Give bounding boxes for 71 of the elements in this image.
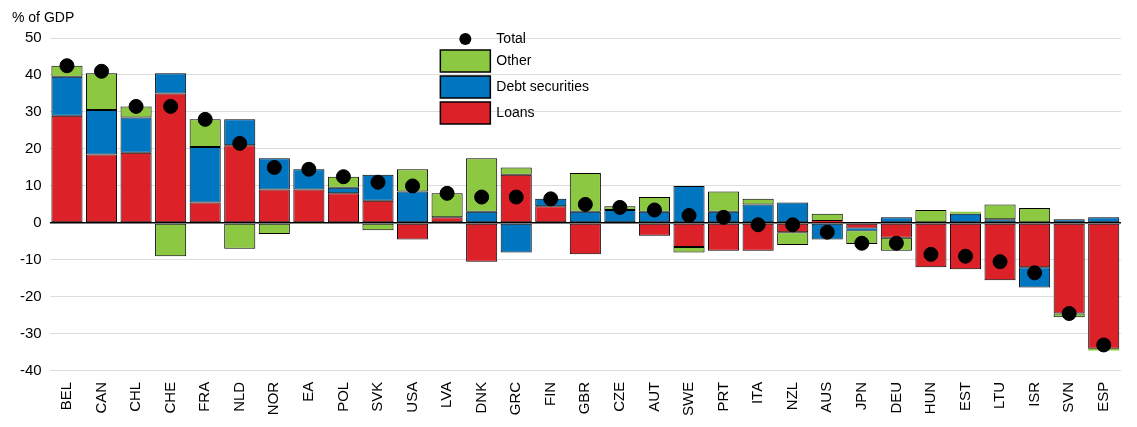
point: [646, 202, 662, 218]
x-tick-label: NZL: [782, 381, 800, 411]
point: [888, 235, 904, 251]
legend-label: Total: [496, 29, 526, 46]
x-tick-label: AUS: [817, 381, 835, 413]
point: [957, 248, 973, 264]
x-tick-label: HUN: [921, 381, 939, 415]
x-tick-label: DEU: [886, 381, 904, 414]
y-tick-label: 0: [33, 213, 42, 231]
x-tick-label: SVN: [1059, 381, 1077, 413]
x-tick-label: SWE: [679, 381, 697, 416]
point: [128, 98, 144, 114]
x-tick-label: ISR: [1024, 381, 1042, 407]
y-tick-label: 10: [24, 176, 42, 194]
point: [681, 208, 697, 224]
point: [59, 58, 75, 74]
x-tick-label: PRT: [713, 381, 731, 412]
y-tick-label: 30: [24, 102, 42, 120]
x-tick-label: CAN: [91, 381, 109, 414]
point: [543, 191, 559, 207]
x-tick-label: USA: [402, 381, 420, 413]
y-tick-label: -30: [19, 323, 42, 341]
point: [439, 185, 455, 201]
point: [232, 135, 248, 151]
point: [1061, 306, 1077, 322]
point: [577, 196, 593, 212]
point: [197, 111, 213, 127]
point: [612, 199, 628, 215]
x-tick-label: FRA: [195, 381, 213, 412]
x-tick-label: EST: [955, 381, 973, 412]
x-tick-label: ESP: [1093, 381, 1111, 412]
x-tick-label: BEL: [57, 381, 75, 411]
point: [1096, 337, 1112, 353]
x-tick-label: GBR: [575, 381, 593, 415]
point: [335, 169, 351, 185]
legend-label: Debt securities: [496, 77, 589, 94]
x-tick-label: EA: [299, 381, 317, 402]
point: [301, 161, 317, 177]
x-tick-label: LVA: [437, 381, 455, 408]
point: [163, 98, 179, 114]
x-tick-label: GRC: [506, 381, 524, 416]
x-tick-label: NOR: [264, 381, 282, 416]
point: [474, 189, 490, 205]
y-axis-title: % of GDP: [12, 9, 75, 25]
point: [750, 217, 766, 233]
x-tick-label: ITA: [748, 381, 766, 405]
point: [785, 217, 801, 233]
point: [992, 254, 1008, 270]
x-tick-label: JPN: [851, 381, 869, 411]
x-tick-label: CZE: [610, 381, 628, 412]
x-tick-label: NLD: [229, 381, 247, 412]
y-tick-label: 20: [24, 139, 42, 157]
x-tick-label: FIN: [540, 381, 558, 406]
x-tick-label: POL: [333, 381, 351, 412]
point: [94, 63, 110, 79]
legend-label: Loans: [496, 103, 535, 120]
x-tick-label: SVK: [368, 381, 386, 412]
legend-label: Other: [496, 51, 532, 68]
x-tick-label: AUT: [644, 381, 662, 412]
y-tick-label: -10: [19, 250, 42, 268]
x-tick-label: CHE: [160, 381, 178, 414]
y-tick-label: -40: [19, 360, 42, 378]
y-tick-label: 40: [24, 65, 42, 83]
x-tick-label: DNK: [471, 381, 489, 414]
point: [716, 209, 732, 225]
point: [923, 246, 939, 262]
x-tick-label: CHL: [126, 381, 144, 412]
point: [854, 235, 870, 251]
y-tick-label: -20: [19, 287, 42, 305]
y-tick-label: 50: [24, 28, 42, 46]
x-tick-label: LTU: [990, 381, 1008, 410]
